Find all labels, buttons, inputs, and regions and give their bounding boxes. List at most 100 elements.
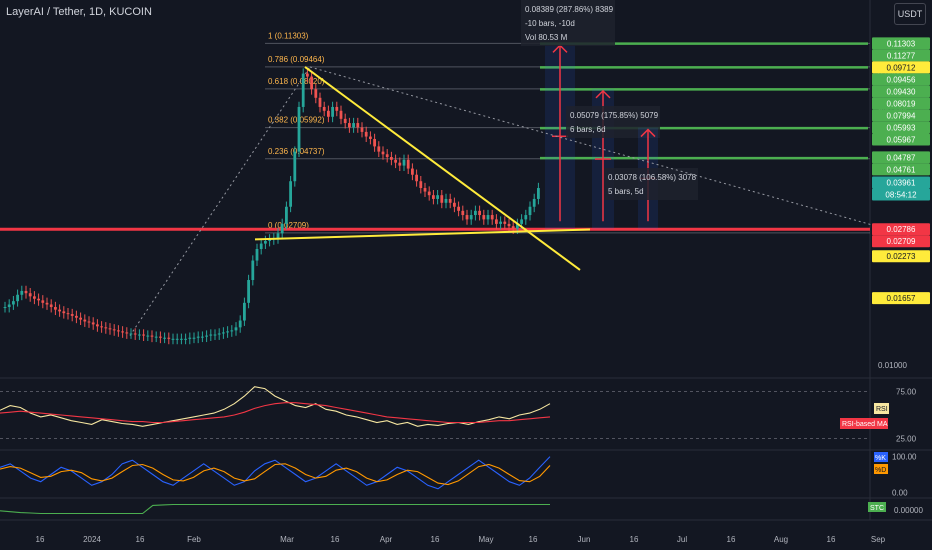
price-badge [872,61,930,74]
price-badge-text: 0.01657 [887,294,916,303]
projection-label: 0.03078 (106.58%) 3078 [608,173,697,182]
candle-body [117,330,120,332]
candle-body [301,73,305,107]
candle-body [3,307,7,309]
candle-body [314,89,318,98]
price-badge-text: 0.09430 [887,87,916,96]
candle-body [66,313,70,315]
candle-body [419,181,423,189]
candle-body [230,330,234,332]
time-axis-tick: 16 [331,535,340,544]
candle-body [276,233,280,239]
price-badge [872,49,930,62]
price-axis-tick: 0.01000 [878,361,907,370]
candle-body [356,123,360,128]
candle-body [490,215,494,220]
candle-body [390,157,393,160]
candle-body [537,188,540,199]
candle-body [146,335,150,337]
candle-body [104,327,108,329]
candle-body [49,304,53,308]
candle-body [440,195,444,203]
candle-body [100,326,103,328]
time-axis-tick: May [478,535,493,544]
candle-body [516,223,519,229]
candle-body [28,293,32,297]
stoch-d-badge [874,464,888,474]
candle-body [133,333,137,335]
candle-body [24,290,28,294]
candle-body [20,290,24,295]
price-badge-text: 0.03961 [887,179,916,188]
indicator-line-stochastic-1 [0,463,551,486]
candle-body [499,221,502,224]
candle-body [310,76,313,90]
fib-level-label: 0.236 (0.04737) [268,147,325,156]
time-axis-tick: 2024 [83,535,101,544]
candle-body [171,338,175,340]
price-badge [872,292,930,305]
candle-body [243,302,246,321]
candle-body [474,210,477,216]
candle-body [495,219,498,224]
candle-body [289,181,292,207]
candle-body [268,239,271,241]
indicator-line-stc-0 [0,503,550,515]
candle-body [255,249,259,261]
candle-body [184,338,187,340]
price-badge-text: 0.04761 [887,165,916,174]
candle-body [507,223,511,227]
candle-body [406,159,410,169]
stoch-d-legend: %D [875,467,886,474]
projection-arrow-head [595,89,611,99]
candle-body [108,328,112,330]
candle-body [222,332,225,334]
stoch-axis-tick: 0.00 [892,488,908,497]
candle-body [12,301,15,305]
candle-body [163,337,166,339]
candle-body [247,280,250,303]
candle-body [385,154,389,158]
candle-body [478,210,481,216]
price-badge [872,85,930,98]
candle-body [318,97,322,107]
price-badge-text: 0.08019 [887,99,916,108]
price-badge [872,109,930,122]
candle-body [285,206,288,224]
price-badge [872,121,930,134]
fib-level-label: 0.618 (0.08020) [268,77,325,86]
candle-body [482,215,486,220]
candle-body [457,206,460,211]
candle-body [201,336,204,338]
time-axis-tick: Jun [578,535,591,544]
candle-body [444,198,448,203]
candle-body [448,198,452,203]
candle-body [75,315,78,318]
fib-level-label: 0 (0.02709) [268,221,309,230]
time-axis-tick: Jul [677,535,687,544]
candle-body [377,146,381,152]
candle-body [394,159,397,163]
candle-body [339,110,343,119]
candle-body [520,219,523,224]
time-axis-tick: 16 [136,535,145,544]
price-badge [872,250,930,263]
price-badge-text: 0.02786 [887,225,916,234]
price-badge [872,97,930,110]
candle-body [427,191,431,196]
candle-body [327,110,330,117]
currency-button[interactable]: USDT [894,3,926,25]
candle-body [91,322,95,325]
candle-body [154,336,158,338]
price-badge [872,188,930,201]
projection-label-box [604,168,698,200]
candle-body [322,106,326,111]
time-axis-tick: 16 [727,535,736,544]
symbol-title[interactable]: LayerAI / Tether, 1D, KUCOIN [6,6,152,18]
stc-axis-tick: 0.00000 [894,506,923,515]
candle-body [423,188,427,192]
candle-body [62,311,66,314]
rsi-axis-tick: 25.00 [896,435,917,444]
candle-body [415,174,418,182]
